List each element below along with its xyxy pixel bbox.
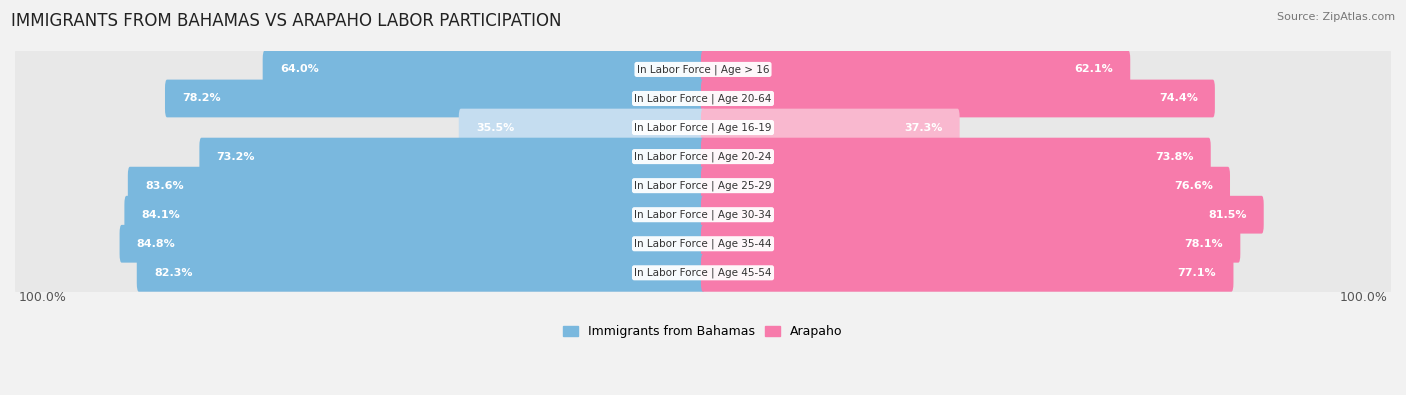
- FancyBboxPatch shape: [128, 167, 704, 205]
- Text: 84.8%: 84.8%: [136, 239, 176, 249]
- Text: 100.0%: 100.0%: [18, 291, 66, 304]
- FancyBboxPatch shape: [15, 100, 1391, 155]
- FancyBboxPatch shape: [15, 245, 1391, 301]
- FancyBboxPatch shape: [15, 158, 1391, 213]
- Text: 78.2%: 78.2%: [183, 94, 221, 103]
- Text: 77.1%: 77.1%: [1178, 268, 1216, 278]
- Text: 73.2%: 73.2%: [217, 152, 254, 162]
- Text: In Labor Force | Age 35-44: In Labor Force | Age 35-44: [634, 239, 772, 249]
- Text: In Labor Force | Age > 16: In Labor Force | Age > 16: [637, 64, 769, 75]
- FancyBboxPatch shape: [702, 196, 1264, 233]
- FancyBboxPatch shape: [702, 225, 1240, 263]
- FancyBboxPatch shape: [702, 254, 1233, 292]
- Legend: Immigrants from Bahamas, Arapaho: Immigrants from Bahamas, Arapaho: [564, 325, 842, 339]
- FancyBboxPatch shape: [15, 129, 1391, 184]
- Text: 81.5%: 81.5%: [1208, 210, 1247, 220]
- FancyBboxPatch shape: [120, 225, 704, 263]
- Text: 82.3%: 82.3%: [155, 268, 193, 278]
- Text: 62.1%: 62.1%: [1074, 64, 1114, 74]
- Text: 83.6%: 83.6%: [145, 181, 184, 191]
- FancyBboxPatch shape: [702, 51, 1130, 88]
- Text: 73.8%: 73.8%: [1156, 152, 1194, 162]
- Text: 35.5%: 35.5%: [477, 122, 515, 133]
- Text: In Labor Force | Age 20-24: In Labor Force | Age 20-24: [634, 151, 772, 162]
- FancyBboxPatch shape: [165, 80, 704, 117]
- Text: In Labor Force | Age 20-64: In Labor Force | Age 20-64: [634, 93, 772, 104]
- FancyBboxPatch shape: [15, 42, 1391, 97]
- FancyBboxPatch shape: [458, 109, 704, 147]
- FancyBboxPatch shape: [702, 109, 960, 147]
- Text: 78.1%: 78.1%: [1184, 239, 1223, 249]
- Text: 64.0%: 64.0%: [280, 64, 319, 74]
- Text: IMMIGRANTS FROM BAHAMAS VS ARAPAHO LABOR PARTICIPATION: IMMIGRANTS FROM BAHAMAS VS ARAPAHO LABOR…: [11, 12, 562, 30]
- Text: 37.3%: 37.3%: [904, 122, 942, 133]
- FancyBboxPatch shape: [200, 138, 704, 175]
- FancyBboxPatch shape: [15, 187, 1391, 242]
- Text: Source: ZipAtlas.com: Source: ZipAtlas.com: [1277, 12, 1395, 22]
- Text: In Labor Force | Age 45-54: In Labor Force | Age 45-54: [634, 267, 772, 278]
- FancyBboxPatch shape: [702, 138, 1211, 175]
- FancyBboxPatch shape: [15, 71, 1391, 126]
- Text: In Labor Force | Age 30-34: In Labor Force | Age 30-34: [634, 209, 772, 220]
- FancyBboxPatch shape: [124, 196, 704, 233]
- Text: 84.1%: 84.1%: [142, 210, 180, 220]
- FancyBboxPatch shape: [702, 80, 1215, 117]
- Text: In Labor Force | Age 16-19: In Labor Force | Age 16-19: [634, 122, 772, 133]
- FancyBboxPatch shape: [263, 51, 704, 88]
- Text: 74.4%: 74.4%: [1159, 94, 1198, 103]
- FancyBboxPatch shape: [136, 254, 704, 292]
- Text: 76.6%: 76.6%: [1174, 181, 1213, 191]
- FancyBboxPatch shape: [702, 167, 1230, 205]
- Text: In Labor Force | Age 25-29: In Labor Force | Age 25-29: [634, 181, 772, 191]
- FancyBboxPatch shape: [15, 216, 1391, 271]
- Text: 100.0%: 100.0%: [1340, 291, 1388, 304]
